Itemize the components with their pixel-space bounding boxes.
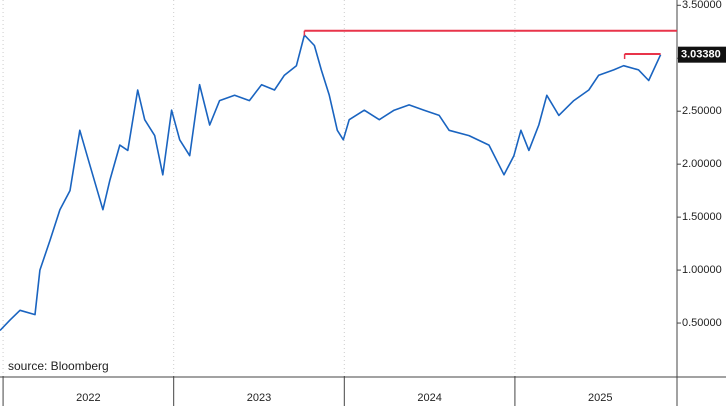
x-tick-label: 2024 (417, 392, 441, 404)
y-tick-label: 1.00000 (682, 264, 722, 276)
y-tick-label: 0.50000 (682, 317, 722, 329)
y-tick-label: 2.50000 (682, 105, 722, 117)
x-tick-label: 2022 (76, 392, 100, 404)
y-tick-label: 3.50000 (682, 0, 722, 11)
source-note: source: Bloomberg (8, 359, 109, 373)
x-tick-label: 2025 (588, 392, 612, 404)
y-tick-label: 1.50000 (682, 211, 722, 223)
y-tick-label: 2.00000 (682, 158, 722, 170)
last-value-label: 3.03380 (681, 49, 721, 61)
last-value-box (678, 46, 726, 63)
x-tick-label: 2023 (247, 392, 271, 404)
